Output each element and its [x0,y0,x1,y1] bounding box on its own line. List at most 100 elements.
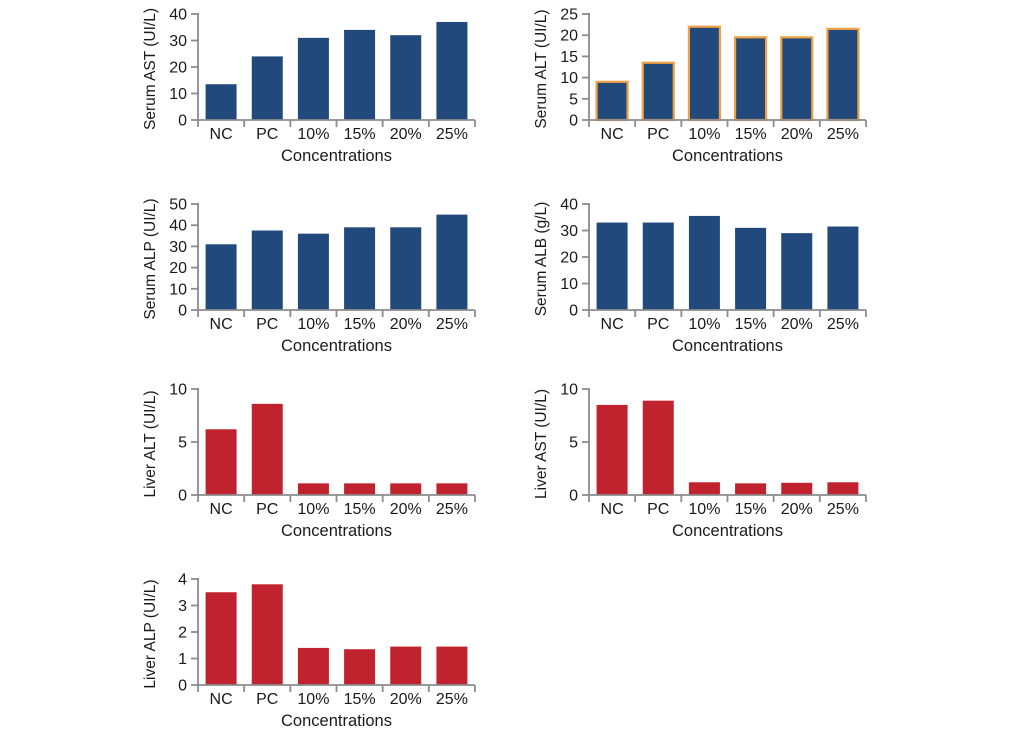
bar-20% [390,35,422,121]
y-tick-label: 10 [560,382,578,399]
x-tick-label: 15% [735,316,767,333]
chart-liver-alt: 0 5 10 NC PC 10% 15% 20% 25% Concentrations Liver … [140,377,485,543]
chart-serum-alp: 0 10 20 30 40 50 NC PC 10% 15% 20% 25% Concentration… [140,192,485,358]
bar-PC [641,61,675,122]
x-tick-label: 25% [827,126,859,143]
y-tick-label: 0 [569,488,578,505]
bar-20% [390,646,422,685]
y-tick-label: 4 [178,572,187,589]
bar-25% [827,482,859,495]
y-tick-label: 30 [169,239,187,256]
y-tick-label: 50 [169,197,187,214]
y-tick-label: 15 [560,49,578,66]
x-tick-label: 25% [436,316,468,333]
bar-15% [735,227,767,310]
x-tick-label: 20% [390,316,422,333]
bar-20% [781,233,813,310]
x-axis-title: Concentrations [281,337,392,355]
x-tick-label: 10% [297,691,329,708]
bar-25% [436,483,468,495]
y-tick-label: 0 [178,303,187,320]
bar-15% [344,29,376,120]
x-tick-label: 20% [390,691,422,708]
bar-NC [205,84,237,120]
bar-NC [596,404,628,495]
x-tick-label: NC [210,691,233,708]
y-tick-label: 0 [178,678,187,695]
bar-10% [297,647,329,685]
y-axis-title: Liver ALT (UI/L) [142,390,159,497]
x-tick-label: NC [210,501,233,518]
bar-PC [642,222,674,310]
bar-chart-svg: 0 5 10 NC PC 10% 15% 20% 25% Concentrations Liver … [142,382,476,540]
x-tick-label: 10% [297,501,329,518]
x-tick-label: NC [210,126,233,143]
bar-15% [344,227,376,310]
chart-serum-ast: 0 10 20 30 40 NC PC 10% 15% 20% 25% Concentrations S… [140,2,485,168]
x-tick-label: 25% [436,126,468,143]
bar-25% [826,27,860,122]
bar-25% [436,646,468,685]
x-tick-label: 10% [297,316,329,333]
bar-20% [780,36,814,122]
x-axis-title: Concentrations [281,522,392,540]
x-tick-label: 15% [344,691,376,708]
x-axis-title: Concentrations [672,147,783,165]
x-tick-label: 20% [781,316,813,333]
y-axis-title: Serum ALB (g/L) [533,202,550,317]
x-tick-label: 15% [735,126,767,143]
y-tick-label: 2 [178,625,187,642]
bar-10% [688,215,720,310]
chart-liver-ast: 0 5 10 NC PC 10% 15% 20% 25% Concentrations Liver … [531,377,876,543]
y-tick-label: 40 [169,218,187,235]
y-tick-label: 0 [569,303,578,320]
y-tick-label: 25 [560,7,578,24]
y-tick-label: 5 [178,435,187,452]
y-axis-title: Liver AST (UI/L) [533,389,550,499]
bar-chart-svg: 0 10 20 30 40 NC PC 10% 15% 20% 25% Concentrations S… [533,197,867,355]
bar-15% [733,36,768,122]
bar-25% [827,226,859,310]
y-tick-label: 5 [569,435,578,452]
x-tick-label: NC [210,316,233,333]
y-tick-label: 40 [560,197,578,214]
bar-10% [297,37,329,120]
y-axis-title: Liver ALP (UI/L) [142,579,159,688]
y-tick-label: 3 [178,598,187,615]
x-tick-label: 15% [344,501,376,518]
bar-10% [297,233,329,310]
x-tick-label: 25% [827,501,859,518]
x-tick-label: 10% [297,126,329,143]
x-tick-label: 15% [344,126,376,143]
x-tick-label: NC [601,126,624,143]
chart-serum-alt: 0 5 10 15 20 25 NC PC 10% 15% 20% 25% Concentrations… [531,2,876,168]
x-tick-label: 10% [688,316,720,333]
y-axis-title: Serum ALP (UI/L) [142,198,159,319]
bar-20% [781,482,813,495]
y-tick-label: 0 [178,488,187,505]
x-axis-title: Concentrations [672,337,783,355]
bar-25% [436,21,468,121]
bar-PC [642,400,674,495]
x-tick-label: PC [647,501,669,518]
y-tick-label: 10 [169,382,187,399]
y-tick-label: 10 [560,276,578,293]
x-axis-title: Concentrations [672,522,783,540]
y-tick-label: 0 [178,113,187,130]
bar-20% [390,227,422,310]
x-tick-label: PC [256,316,278,333]
y-tick-label: 30 [560,223,578,240]
y-tick-label: 1 [178,651,187,668]
x-tick-label: 10% [688,126,720,143]
chart-serum-alb: 0 10 20 30 40 NC PC 10% 15% 20% 25% Concentrations S… [531,192,876,358]
x-tick-label: 20% [390,126,422,143]
x-tick-label: 20% [390,501,422,518]
y-tick-label: 10 [169,86,187,103]
bar-PC [251,230,283,310]
x-tick-label: NC [601,501,624,518]
bar-chart-svg: 0 5 10 15 20 25 NC PC 10% 15% 20% 25% Concentrations… [533,7,867,165]
bar-PC [251,584,283,685]
y-tick-label: 30 [169,33,187,50]
bar-chart-svg: 0 5 10 NC PC 10% 15% 20% 25% Concentrations Liver … [533,382,867,540]
bar-NC [205,592,237,685]
